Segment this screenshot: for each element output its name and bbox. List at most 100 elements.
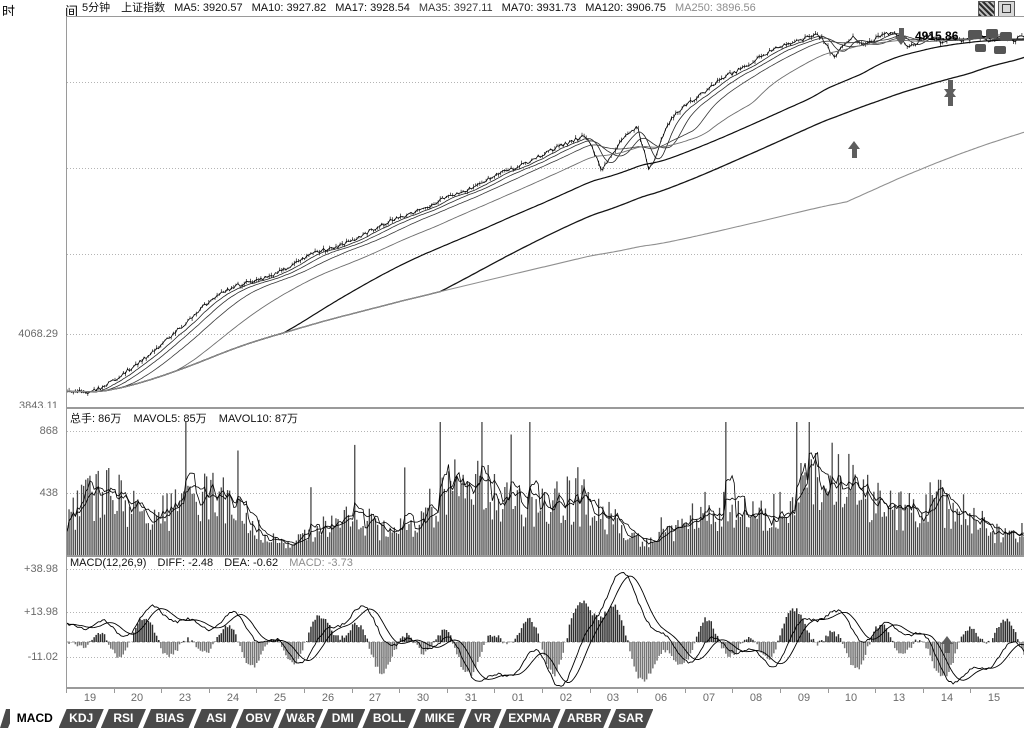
price-axis-rule — [66, 16, 67, 408]
tab-macd[interactable]: MACD — [8, 709, 62, 728]
tab-dmi[interactable]: DMI — [320, 709, 365, 728]
macd-dea-label: DEA: -0.62 — [224, 557, 279, 569]
marker-blob-2 — [986, 29, 998, 38]
volume-total-label: 总手: 86万 — [70, 413, 122, 425]
x-axis: 19 20 23 24 25 26 27 30 31 01 02 03 06 07 08 09 10 13 14 15 — [0, 688, 1024, 708]
price-gridline-2 — [67, 168, 1024, 169]
price-gridline-1 — [67, 82, 1024, 83]
macd-top-rule — [66, 556, 1024, 557]
price-bottom-rule — [66, 407, 1024, 408]
macd-name-label: MACD(12,26,9) — [70, 557, 147, 569]
header-ma-ma70: MA70: 3931.73 — [501, 2, 577, 14]
x-tick-mark-15 — [780, 688, 781, 693]
macd-axis-label-0: +38.98 — [24, 563, 58, 575]
macd-axis-label-1: +13.98 — [24, 606, 58, 618]
x-tick-label-01: 01 — [511, 692, 525, 704]
x-tick-label-13: 13 — [892, 692, 906, 704]
macd-curves — [67, 572, 1024, 687]
volume-axis-label-0: 868 — [39, 425, 58, 437]
marker-blob-5 — [994, 46, 1006, 54]
tab-mike[interactable]: MIKE — [413, 709, 467, 728]
window-controls[interactable] — [978, 1, 1022, 16]
price-panel[interactable]: 4068.29 3843.11 3887.81 4915.86 — [0, 16, 1024, 420]
x-tick-mark-2 — [161, 688, 162, 693]
tab-expma[interactable]: EXPMA — [499, 709, 561, 728]
x-tick-mark-6 — [352, 688, 353, 693]
macd-gridline-3 — [67, 657, 1024, 658]
x-tick-label-02: 02 — [559, 692, 573, 704]
volume-title: 总手: 86万 MAVOL5: 85万 MAVOL10: 87万 — [70, 410, 298, 426]
macd-buy-arrow-up-icon — [941, 636, 954, 653]
volume-gridline-2 — [67, 493, 1024, 494]
x-tick-label-09: 09 — [797, 692, 811, 704]
x-tick-mark-8 — [447, 688, 448, 693]
volume-axis-rule — [66, 408, 67, 556]
macd-panel[interactable]: +38.98 +13.98 -11.02 MACD(12,26,9) DIFF:… — [0, 556, 1024, 688]
tab-left-cap — [0, 709, 10, 728]
tab-bias[interactable]: BIAS — [143, 709, 197, 728]
price-gridline-3 — [67, 254, 1024, 255]
x-tick-label-25: 25 — [273, 692, 287, 704]
price-gridline-4 — [67, 334, 1024, 335]
macd-axis: +38.98 +13.98 -11.02 — [0, 556, 60, 688]
macd-plot-area[interactable] — [67, 569, 1024, 687]
x-tick-mark-10 — [542, 688, 543, 693]
volume-plot-area[interactable] — [67, 422, 1024, 555]
tab-boll[interactable]: BOLL — [362, 709, 416, 728]
volume-axis: 868 438 — [0, 408, 60, 556]
tab-arbr[interactable]: ARBR — [558, 709, 612, 728]
tab-w-r[interactable]: W&R — [278, 709, 323, 728]
x-axis-rule — [66, 688, 1024, 689]
x-tick-mark-1 — [114, 688, 115, 693]
x-tick-mark-9 — [494, 688, 495, 693]
macd-axis-label-2: -11.02 — [27, 651, 58, 663]
volume-mavol5-label: MAVOL5: 85万 — [133, 413, 207, 425]
price-axis: 4068.29 3843.11 — [0, 16, 60, 412]
header-period: 5分钟 — [82, 2, 111, 14]
x-tick-label-15: 15 — [987, 692, 1001, 704]
price-axis-label-0: 4068.29 — [18, 328, 58, 340]
marker-blob-4 — [975, 44, 986, 52]
x-tick-mark-12 — [637, 688, 638, 693]
macd-gridline-2 — [67, 612, 1024, 613]
header-instrument: 上证指数 — [121, 2, 166, 14]
tab-kdj[interactable]: KDJ — [59, 709, 104, 728]
x-tick-mark-7 — [399, 688, 400, 693]
tab-vr[interactable]: VR — [464, 709, 502, 728]
info-time-label: 时 — [2, 4, 16, 19]
header-ma-ma250: MA250: 3896.56 — [675, 2, 756, 14]
buy-arrow-up-icon-1 — [848, 141, 861, 158]
price-plot-area[interactable] — [67, 16, 1024, 408]
x-tick-mark-19 — [970, 688, 971, 693]
x-tick-mark-16 — [828, 688, 829, 693]
high-price-tag: 4915.86 — [915, 29, 959, 43]
indicator-tab-bar[interactable]: MACD KDJ RSI BIAS ASI OBV W&R DMI BOLL MIKE VR EXPM… — [0, 709, 1024, 729]
header-ma-ma17: MA17: 3928.54 — [335, 2, 410, 14]
x-tick-mark-11 — [590, 688, 591, 693]
x-tick-mark-14 — [732, 688, 733, 693]
header-ma-ma35: MA35: 3927.11 — [418, 2, 493, 14]
volume-top-rule — [66, 408, 1024, 409]
volume-panel[interactable]: 868 438 总手: 86万 MAVOL5: 85万 MAVOL10: 87万 — [0, 408, 1024, 556]
tab-obv[interactable]: OBV — [236, 709, 281, 728]
x-tick-mark-0 — [66, 688, 67, 693]
tab-sar[interactable]: SAR — [608, 709, 653, 728]
macd-diff-label: DIFF: -2.48 — [157, 557, 214, 569]
x-tick-mark-18 — [923, 688, 924, 693]
macd-gridline-1 — [67, 569, 1024, 570]
volume-bars — [67, 422, 1024, 555]
x-tick-mark-17 — [875, 688, 876, 693]
x-tick-label-07: 07 — [702, 692, 716, 704]
maximize-icon[interactable] — [998, 1, 1015, 16]
macd-value-label: MACD: -3.73 — [289, 557, 353, 569]
restore-icon[interactable] — [978, 1, 995, 16]
volume-axis-label-1: 438 — [39, 487, 58, 499]
price-top-rule — [66, 16, 1024, 17]
macd-title: MACD(12,26,9) DIFF: -2.48 DEA: -0.62 MAC… — [70, 557, 353, 569]
volume-gridline-1 — [67, 431, 1024, 432]
tab-asi[interactable]: ASI — [194, 709, 239, 728]
x-tick-label-26: 26 — [321, 692, 335, 704]
marker-blob-1 — [968, 30, 982, 39]
x-tick-mark-5 — [304, 688, 305, 693]
tab-rsi[interactable]: RSI — [101, 709, 146, 728]
